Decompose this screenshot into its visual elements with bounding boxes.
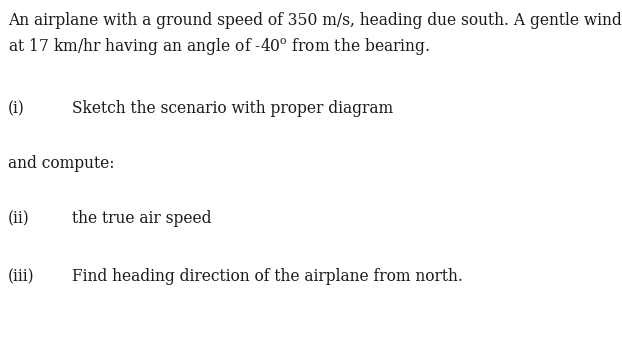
Text: the true air speed: the true air speed [72, 210, 211, 227]
Text: and compute:: and compute: [8, 155, 114, 172]
Text: (i): (i) [8, 100, 25, 117]
Text: Find heading direction of the airplane from north.: Find heading direction of the airplane f… [72, 268, 463, 285]
Text: (ii): (ii) [8, 210, 30, 227]
Text: at 17 km/hr having an angle of -40$^{\mathregular{o}}$ from the bearing.: at 17 km/hr having an angle of -40$^{\ma… [8, 36, 430, 57]
Text: Sketch the scenario with proper diagram: Sketch the scenario with proper diagram [72, 100, 393, 117]
Text: (iii): (iii) [8, 268, 35, 285]
Text: An airplane with a ground speed of 350 m/s, heading due south. A gentle wind blo: An airplane with a ground speed of 350 m… [8, 12, 622, 29]
